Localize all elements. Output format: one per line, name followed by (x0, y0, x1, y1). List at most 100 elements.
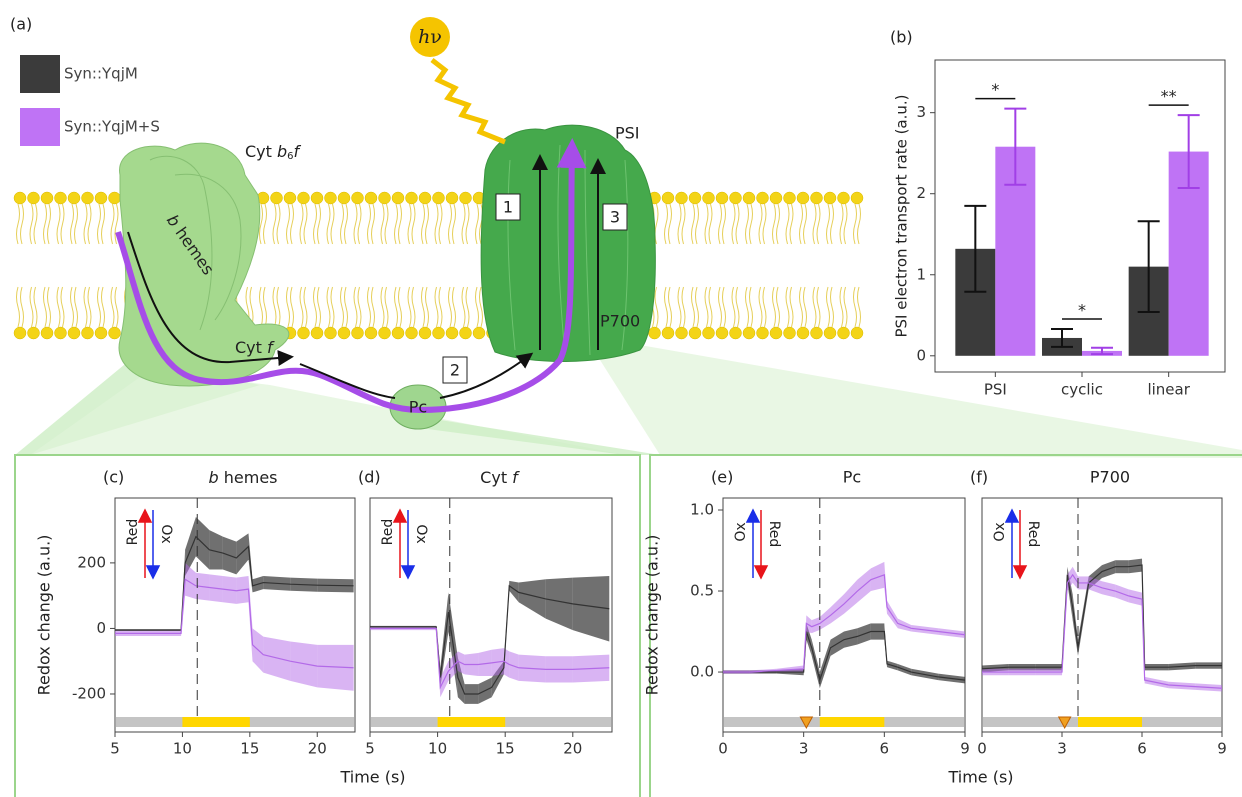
lipid-head (838, 327, 850, 339)
lipid-tail (399, 287, 402, 327)
y-tick-label: 0 (96, 619, 106, 637)
lipid-head (55, 192, 67, 204)
lipid-tail (61, 287, 64, 327)
lipid-tail (57, 287, 60, 327)
x-tick-label: 6 (880, 740, 890, 758)
lipid-tail (669, 287, 672, 327)
lipid-tail (790, 287, 793, 327)
lipid-head (379, 192, 391, 204)
lipid-tail (759, 287, 762, 327)
lipid-head (109, 327, 121, 339)
lipid-tail (44, 204, 47, 244)
photon-label: hν (418, 26, 442, 48)
lipid-head (95, 192, 107, 204)
x-axis-label: Time (s) (947, 768, 1013, 787)
lipid-tail (372, 287, 375, 327)
lipid-tail (385, 287, 388, 327)
lipid-tail (682, 287, 685, 327)
lipid-tail (854, 204, 857, 244)
text-part: Cyt (245, 142, 277, 161)
lipid-tail (476, 287, 479, 327)
lipid-tail (813, 204, 816, 244)
lipid-tail (304, 204, 307, 244)
lipid-head (406, 192, 418, 204)
lipid-tail (844, 204, 847, 244)
lipid-head (446, 192, 458, 204)
text-part: b (277, 142, 287, 161)
lipid-head (770, 327, 782, 339)
light-period (820, 717, 885, 727)
x-tick-label: 20 (563, 740, 582, 758)
legend-swatch (20, 55, 60, 93)
lipid-tail (682, 204, 685, 244)
lipid-head (433, 327, 445, 339)
lipid-head (419, 192, 431, 204)
lipid-head (109, 192, 121, 204)
y-tick-label: 2 (916, 184, 926, 202)
lipid-head (446, 327, 458, 339)
figure: (a) hν Cyt b6f b hemes Cyt f Pc PSI P700… (0, 0, 1242, 797)
lipid-tail (750, 204, 753, 244)
lipid-tail (759, 204, 762, 244)
lipid-tail (273, 204, 276, 244)
lipid-tail (300, 287, 303, 327)
lipid-head (784, 192, 796, 204)
plot-frame (982, 498, 1222, 732)
lipid-tail (291, 204, 294, 244)
lipid-tail (773, 204, 776, 244)
lipid-tail (381, 287, 384, 327)
y-tick-label: 1.0 (690, 500, 714, 518)
lipid-head (824, 192, 836, 204)
lipid-tail (435, 204, 438, 244)
step-label: 1 (503, 198, 513, 217)
light-period (438, 717, 506, 727)
lipid-head (95, 327, 107, 339)
lipid-tail (48, 287, 51, 327)
lipid-head (838, 192, 850, 204)
lipid-head (703, 192, 715, 204)
lipid-head (784, 327, 796, 339)
lipid-tail (831, 204, 834, 244)
lipid-head (352, 192, 364, 204)
text-part: h (418, 26, 430, 48)
lipid-tail (84, 287, 87, 327)
lipid-head (311, 327, 323, 339)
lipid-tail (273, 287, 276, 327)
light-period (1078, 717, 1142, 727)
panel-label: (f) (970, 468, 988, 487)
lipid-tail (300, 204, 303, 244)
lipid-tail (318, 204, 321, 244)
lipid-tail (422, 287, 425, 327)
lipid-tail (75, 287, 78, 327)
lipid-head (392, 327, 404, 339)
lipid-head (851, 327, 863, 339)
lipid-tail (57, 204, 60, 244)
y-tick-label: 1 (916, 265, 926, 283)
x-tick-label: PSI (984, 381, 1007, 399)
lipid-head (55, 327, 67, 339)
lipid-tail (786, 287, 789, 327)
redox-label: Ox (413, 524, 429, 543)
lipid-head (797, 192, 809, 204)
lipid-tail (102, 204, 105, 244)
lipid-tail (111, 287, 114, 327)
lipid-head (757, 327, 769, 339)
lipid-tail (813, 287, 816, 327)
error-band (573, 576, 610, 642)
lipid-tail (732, 204, 735, 244)
lipid-tail (277, 287, 280, 327)
lipid-tail (368, 287, 371, 327)
redox-label: Red (380, 519, 396, 546)
y-axis-label: Redox change (a.u.) (643, 535, 662, 696)
lipid-tail (368, 204, 371, 244)
lipid-tail (777, 204, 780, 244)
x-tick-label: 3 (799, 740, 809, 758)
lipid-tail (372, 204, 375, 244)
text-part: hemes (219, 468, 278, 487)
lipid-tail (287, 204, 290, 244)
lipid-tail (264, 287, 267, 327)
lipid-head (689, 192, 701, 204)
lipid-tail (665, 204, 668, 244)
p700-label: P700 (600, 312, 640, 331)
lipid-tail (341, 287, 344, 327)
